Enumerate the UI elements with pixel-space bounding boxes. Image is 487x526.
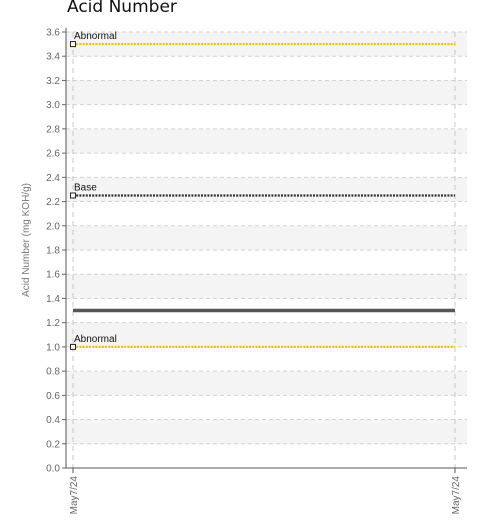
grid-band [66, 177, 467, 202]
y-axis-label: Acid Number (mg KOH/g) [21, 183, 32, 297]
y-tick-label: 1.2 [46, 318, 60, 329]
y-tick-label: 0.2 [46, 439, 60, 450]
reference-marker [70, 41, 76, 48]
y-tick-label: 1.4 [46, 294, 60, 305]
y-tick-label: 3.6 [46, 28, 60, 39]
chart-title: Acid Number [67, 0, 177, 17]
y-tick-label: 2.6 [46, 149, 60, 160]
y-tick-label: 2.8 [46, 124, 60, 135]
y-tick-label: 0.4 [46, 415, 60, 426]
y-tick-label: 0.0 [46, 464, 60, 475]
axes [65, 28, 467, 469]
reference-marker [70, 343, 76, 350]
y-tick-label: 2.2 [46, 197, 60, 208]
grid-band [66, 225, 467, 250]
grid-band [66, 80, 467, 105]
x-tick-label: May7/24 [451, 476, 462, 515]
reference-label: Base [74, 183, 97, 194]
grid-bands [66, 32, 467, 444]
y-ticks: 0.0 0.2 0.4 0.6 0.8 1.0 1.2 1.4 1.6 1.8 2.0 2.2 2.4 2… [46, 28, 66, 475]
x-tick-label: May7/24 [69, 476, 80, 515]
grid-band [66, 274, 467, 299]
grid-band [66, 419, 467, 444]
reference-marker [70, 192, 76, 199]
grid-band [66, 371, 467, 396]
y-tick-label: 1.8 [46, 246, 60, 257]
y-tick-label: 2.0 [46, 221, 60, 232]
grid-band [66, 322, 467, 347]
horizontal-gridlines [66, 31, 467, 469]
y-tick-label: 1.6 [46, 270, 60, 281]
y-tick-label: 3.0 [46, 100, 60, 111]
y-tick-label: 3.2 [46, 76, 60, 87]
x-ticks: May7/24 May7/24 [69, 468, 462, 514]
reference-lines: Abnormal Base Abnormal [70, 31, 455, 350]
vertical-gridlines [72, 32, 456, 468]
y-tick-label: 2.4 [46, 173, 60, 184]
grid-band [66, 128, 467, 154]
reference-label: Abnormal [74, 334, 117, 345]
y-tick-label: 0.8 [46, 367, 60, 378]
y-tick-label: 0.6 [46, 391, 60, 402]
y-tick-label: 1.0 [46, 342, 60, 353]
y-tick-label: 3.4 [46, 52, 60, 63]
reference-label: Abnormal [74, 31, 117, 42]
